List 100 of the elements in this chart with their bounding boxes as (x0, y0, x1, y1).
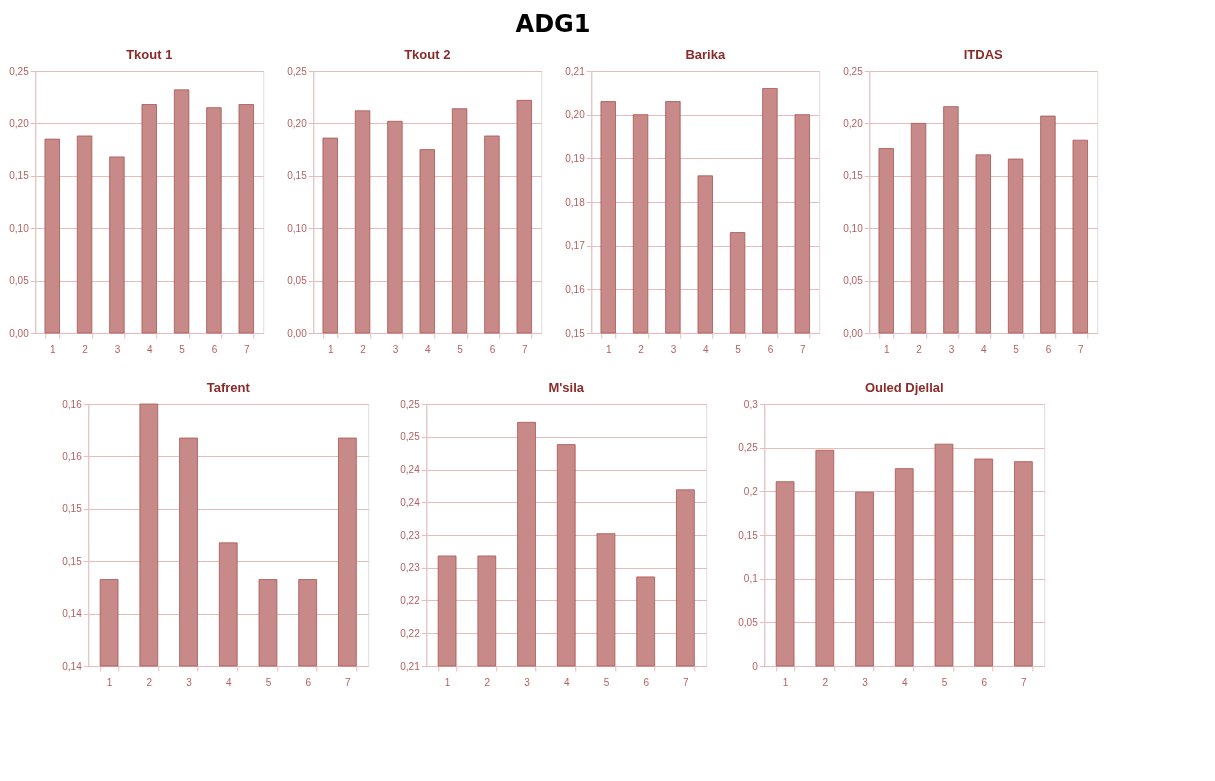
y-tick-label: 0,25 (843, 65, 864, 77)
x-tick-label: 3 (186, 676, 193, 688)
y-tick-label: 0 (752, 660, 759, 672)
y-tick-label: 0,25 (400, 431, 421, 443)
x-tick-label: 6 (305, 676, 312, 688)
x-tick-label: 7 (683, 676, 690, 688)
x-tick-label: 2 (638, 343, 645, 355)
y-tick-label: 0,05 (287, 275, 308, 287)
y-tick-label: 0,19 (565, 152, 586, 164)
x-tick-label: 6 (767, 343, 774, 355)
y-tick-label: 0,15 (565, 327, 586, 339)
y-tick-label: 0,21 (565, 65, 586, 77)
bar (894, 468, 914, 667)
y-tick-label: 0,23 (400, 562, 421, 574)
chart-title: Barika (685, 47, 726, 62)
x-tick-label: 5 (179, 343, 186, 355)
x-tick-label: 3 (524, 676, 531, 688)
y-tick-label: 0,20 (9, 117, 30, 129)
bar (1007, 158, 1024, 334)
bar (76, 135, 93, 334)
chart-title: M'sila (548, 380, 585, 395)
y-tick-label: 0,16 (62, 398, 83, 410)
x-tick-label: 1 (883, 343, 890, 355)
y-tick-label: 0,22 (400, 627, 421, 639)
y-tick-label: 0,00 (287, 327, 308, 339)
y-tick-label: 0,00 (9, 327, 30, 339)
y-tick-label: 0,20 (843, 117, 864, 129)
x-tick-label: 2 (82, 343, 89, 355)
y-tick-label: 0,18 (565, 196, 586, 208)
x-tick-label: 2 (822, 676, 829, 688)
x-tick-label: 5 (457, 343, 464, 355)
x-tick-label: 1 (782, 676, 789, 688)
x-tick-label: 7 (799, 343, 806, 355)
x-tick-label: 6 (211, 343, 218, 355)
y-tick-label: 0,25 (400, 398, 421, 410)
x-tick-label: 4 (146, 343, 153, 355)
y-tick-label: 0,14 (62, 608, 83, 620)
x-tick-label: 5 (265, 676, 272, 688)
x-tick-label: 5 (941, 676, 948, 688)
y-tick-label: 0,15 (62, 555, 83, 567)
chart-title: Tkout 2 (404, 47, 451, 62)
y-tick-label: 0,20 (287, 117, 308, 129)
bar (1072, 139, 1088, 334)
y-tick-label: 0,05 (843, 275, 864, 287)
x-tick-label: 5 (1013, 343, 1020, 355)
bar (206, 107, 222, 334)
y-tick-label: 0,22 (400, 595, 421, 606)
x-tick-label: 3 (862, 676, 869, 688)
y-tick-label: 0,23 (400, 529, 421, 541)
text: ADG1 (515, 9, 591, 38)
x-tick-label: 7 (521, 343, 528, 355)
x-tick-label: 6 (643, 676, 650, 688)
x-tick-label: 7 (1077, 343, 1084, 355)
bar (238, 104, 254, 334)
x-tick-label: 7 (345, 676, 352, 688)
bar (109, 156, 125, 334)
x-tick-label: 1 (444, 676, 451, 688)
bar (943, 106, 959, 334)
x-tick-label: 7 (243, 343, 250, 355)
x-tick-label: 3 (948, 343, 955, 355)
bar (419, 149, 435, 334)
y-tick-label: 0,00 (843, 327, 864, 339)
x-tick-label: 5 (735, 343, 742, 355)
y-tick-label: 0,25 (738, 442, 759, 454)
x-tick-label: 2 (146, 676, 153, 688)
y-tick-label: 0,15 (62, 503, 83, 515)
y-tick-label: 0,21 (400, 660, 421, 672)
bar (974, 458, 994, 667)
x-tick-label: 4 (563, 676, 570, 688)
y-tick-label: 0,24 (400, 464, 421, 475)
x-tick-label: 1 (327, 343, 334, 355)
x-tick-label: 1 (605, 343, 612, 355)
y-tick-label: 0,24 (400, 496, 421, 508)
x-tick-label: 4 (424, 343, 431, 355)
y-tick-label: 0,14 (62, 660, 83, 672)
x-tick-label: 6 (981, 676, 988, 688)
y-tick-label: 0,10 (9, 222, 30, 234)
y-tick-label: 0,15 (9, 170, 30, 182)
y-tick-label: 0,16 (565, 283, 586, 295)
bar (1014, 461, 1033, 667)
y-tick-label: 0,10 (843, 222, 864, 234)
y-tick-label: 0,20 (565, 109, 586, 121)
chart-title: Ouled Djellal (864, 380, 944, 395)
bar (815, 449, 835, 667)
y-tick-label: 0,05 (738, 616, 759, 628)
y-tick-label: 0,15 (738, 529, 759, 541)
x-tick-label: 4 (901, 676, 908, 688)
bar (141, 104, 157, 334)
x-tick-label: 3 (114, 343, 121, 355)
x-tick-label: 2 (360, 343, 367, 355)
y-tick-label: 0,1 (743, 573, 759, 585)
bar (451, 108, 468, 334)
bar (484, 135, 500, 334)
y-tick-label: 0,16 (62, 450, 83, 462)
bar (354, 110, 371, 334)
x-tick-label: 1 (49, 343, 56, 355)
y-tick-label: 0,25 (287, 65, 308, 77)
bar (173, 89, 190, 334)
x-tick-label: 4 (702, 343, 709, 355)
bar (855, 491, 874, 667)
